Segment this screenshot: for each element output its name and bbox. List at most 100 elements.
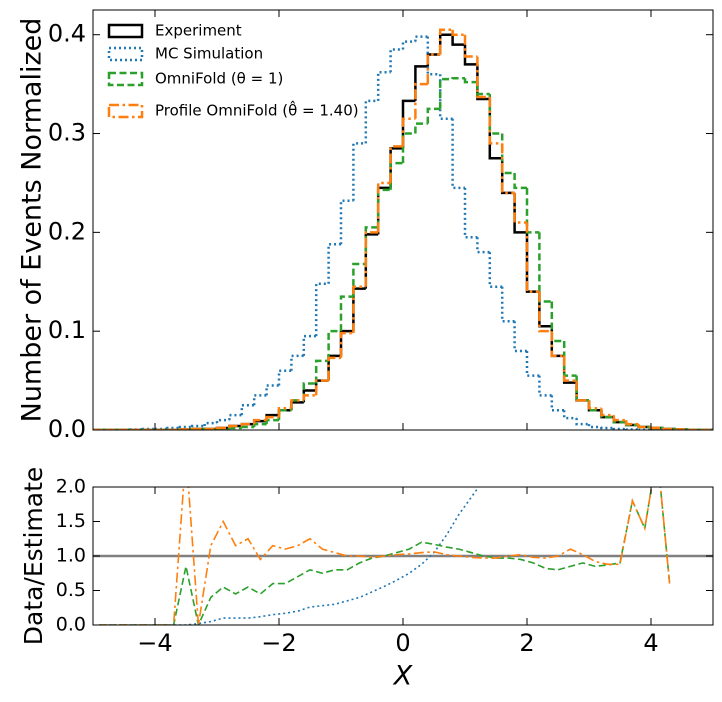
histogram-step: [500, 133, 515, 175]
histogram-step: [476, 56, 490, 99]
x-tick-label: 2: [519, 629, 534, 657]
histogram-step: [587, 424, 602, 429]
histogram-step: [463, 187, 478, 239]
histogram-step: [488, 96, 503, 145]
histogram-step: [240, 425, 255, 429]
y-tick-label: 0.1: [48, 316, 86, 344]
axes-frame: [92, 9, 714, 431]
histogram-step: [538, 291, 552, 333]
histogram-step: [488, 94, 503, 135]
histogram-step: [426, 53, 441, 85]
histogram-step: [426, 53, 441, 67]
histogram-step: [612, 415, 627, 422]
histogram-step: [277, 407, 292, 418]
legend-label: OmniFold (θ = 1): [155, 70, 283, 88]
histogram-step: [476, 64, 490, 101]
histogram-step: [389, 147, 403, 188]
histogram-step: [364, 99, 379, 144]
y-tick-label: 0.4: [48, 20, 86, 48]
histogram-step: [438, 74, 453, 120]
histogram-step: [500, 158, 515, 195]
histogram-step: [228, 413, 242, 421]
histogram-step: [513, 192, 527, 234]
histogram-step: [550, 395, 565, 412]
histogram-step: [562, 341, 577, 377]
x-axis-label: X: [392, 661, 413, 692]
histogram-step: [265, 415, 279, 421]
histogram-step: [290, 354, 304, 371]
y-axis-label: Number of Events Normalized: [17, 18, 48, 423]
histogram-step: [327, 354, 341, 381]
histogram-step: [364, 231, 379, 287]
histogram-step: [500, 286, 515, 323]
histogram-step: [401, 99, 416, 149]
legend-swatch: [107, 23, 144, 39]
histogram-step: [525, 232, 540, 293]
y-tick-label: 1.0: [56, 545, 86, 567]
histogram-step: [352, 142, 366, 201]
histogram-step: [277, 369, 292, 386]
histogram-step: [550, 301, 565, 343]
histogram-step: [525, 350, 540, 377]
histogram-step: [265, 418, 279, 425]
histogram-step: [252, 422, 267, 428]
histogram-step: [488, 98, 503, 160]
histogram-step: [463, 44, 478, 66]
histogram-step: [389, 161, 403, 190]
histogram-step: [252, 418, 267, 425]
histogram-step: [587, 400, 602, 410]
histogram-step: [339, 199, 354, 245]
y-tick-label: 0.2: [48, 217, 86, 245]
y-tick-label: 0.0: [56, 614, 86, 636]
histogram-step: [203, 421, 217, 427]
histogram-step: [513, 173, 527, 190]
histogram-step: [401, 117, 416, 147]
histogram-step: [562, 355, 577, 382]
histogram-step: [463, 78, 478, 84]
histogram-step: [352, 262, 366, 297]
legend-label: MC Simulation: [155, 45, 263, 63]
histogram-step: [600, 426, 614, 430]
histogram-step: [600, 408, 614, 417]
axes-frame: [92, 486, 714, 626]
plot-area: [93, 487, 713, 625]
histogram-step: [438, 33, 453, 55]
histogram-step: [562, 410, 577, 420]
histogram-step: [290, 401, 304, 411]
plot-area: [93, 28, 713, 430]
histogram-step: [637, 424, 651, 429]
histogram-step: [389, 48, 403, 73]
histogram-step: [525, 222, 540, 293]
x-tick-label: −4: [137, 629, 172, 657]
histogram-step: [228, 426, 242, 430]
histogram-step: [414, 82, 428, 119]
histogram-step: [451, 118, 465, 190]
histogram-step: [314, 282, 329, 337]
ratio-line: [99, 487, 480, 625]
histogram-step: [575, 382, 589, 402]
histogram-step: [190, 424, 205, 428]
histogram-step: [178, 425, 193, 429]
y-axis-label: Data/Estimate: [19, 467, 48, 646]
histogram-step: [488, 252, 503, 288]
histogram-step: [575, 375, 589, 402]
histogram-step: [414, 35, 428, 42]
histogram-step: [513, 321, 527, 353]
histogram-step: [438, 28, 453, 55]
histogram-step: [562, 355, 577, 384]
histogram-step: [327, 329, 341, 361]
histogram-step: [302, 382, 317, 401]
x-tick-label: −2: [261, 629, 296, 657]
histogram-step: [352, 285, 366, 334]
legend-swatch: [107, 46, 144, 62]
histogram-step: [612, 427, 627, 430]
histogram-step: [451, 34, 465, 46]
histogram-step: [575, 380, 589, 402]
histogram-step: [314, 379, 329, 391]
histogram-step: [513, 192, 527, 224]
histogram-step: [451, 76, 465, 80]
histogram-step: [451, 29, 465, 36]
histogram-step: [476, 82, 490, 96]
histogram-step: [376, 186, 391, 235]
histogram-step: [240, 404, 255, 416]
